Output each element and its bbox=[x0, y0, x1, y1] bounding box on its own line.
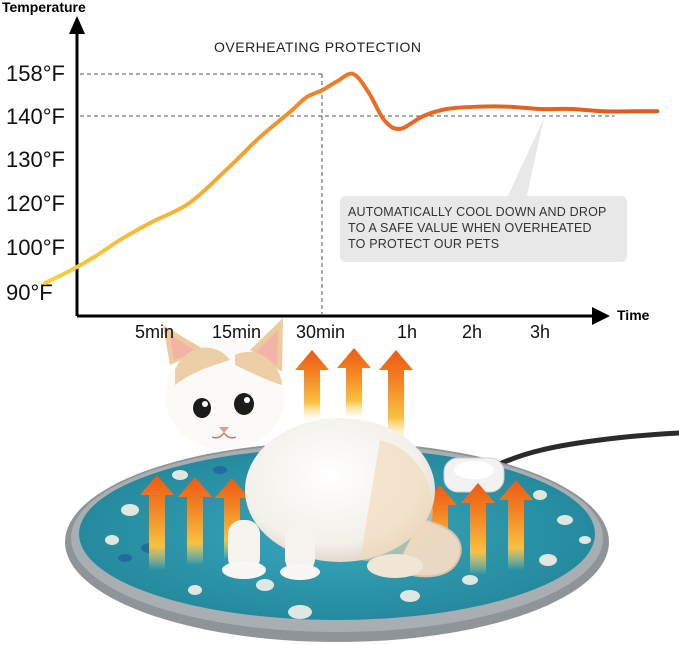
x-tick-label-3h: 3h bbox=[530, 322, 550, 342]
y-tick-labels: 90°F 100°F 120°F 130°F 140°F 158°F bbox=[6, 61, 65, 305]
heat-arrow-icon bbox=[337, 348, 371, 418]
x-tick-label-30min: 30min bbox=[296, 322, 345, 342]
y-tick-label-158: 158°F bbox=[6, 61, 65, 86]
chart-title: OVERHEATING PROTECTION bbox=[214, 39, 422, 55]
callout-pointer bbox=[506, 118, 544, 200]
x-tick-label-1h: 1h bbox=[397, 322, 417, 342]
paw-print-icon bbox=[557, 515, 573, 525]
paw-print-icon bbox=[118, 554, 132, 562]
x-tick-label-15min: 15min bbox=[212, 322, 261, 342]
callout-line-1: AUTOMATICALLY COOL DOWN AND DROP bbox=[348, 205, 607, 219]
heat-arrow-icon bbox=[379, 350, 413, 440]
y-tick-label-120: 120°F bbox=[6, 191, 65, 216]
y-tick-label-130: 130°F bbox=[6, 147, 65, 172]
paw-print-icon bbox=[188, 585, 202, 595]
paw-print-icon bbox=[288, 605, 312, 619]
callout-box bbox=[340, 196, 627, 262]
callout-line-2: TO A SAFE VALUE WHEN OVERHEATED bbox=[348, 221, 592, 235]
paw-print-icon bbox=[533, 490, 547, 500]
y-tick-label-140: 140°F bbox=[6, 104, 65, 129]
x-tick-labels: 5min 15min 30min 1h 2h 3h bbox=[135, 322, 550, 342]
reference-lines bbox=[80, 73, 615, 314]
x-tick-label-5min: 5min bbox=[135, 322, 174, 342]
y-tick-label-100: 100°F bbox=[6, 235, 65, 260]
paw-print-icon bbox=[579, 536, 591, 544]
heat-arrow-icon bbox=[178, 477, 212, 565]
temperature-curve bbox=[43, 71, 660, 285]
heat-arrow-icon bbox=[461, 483, 495, 575]
controller-knob bbox=[443, 457, 505, 493]
x-axis-arrow-icon bbox=[592, 307, 610, 325]
power-cord bbox=[485, 430, 679, 473]
callout-line-3: TO PROTECT OUR PETS bbox=[348, 237, 499, 251]
x-tick-label-2h: 2h bbox=[462, 322, 482, 342]
paw-print-icon bbox=[462, 575, 478, 585]
heat-arrow-icon bbox=[215, 478, 249, 560]
paw-print-icon bbox=[539, 554, 557, 566]
paw-print-icon bbox=[256, 579, 274, 591]
paw-prints bbox=[105, 466, 591, 619]
heat-arrow-icon bbox=[499, 480, 533, 570]
paw-print-icon bbox=[172, 470, 188, 480]
callout: AUTOMATICALLY COOL DOWN AND DROP TO A SA… bbox=[340, 118, 627, 262]
y-axis-arrow-icon bbox=[69, 16, 85, 34]
rising-heat-arrows bbox=[295, 348, 413, 440]
y-axis-title: Temperature bbox=[2, 0, 86, 15]
paw-print-icon bbox=[105, 535, 119, 545]
x-axis-title: Time bbox=[617, 307, 650, 323]
heat-arrow-icon bbox=[140, 475, 174, 570]
paw-print-icon bbox=[400, 590, 420, 602]
kitten-illustration bbox=[163, 318, 462, 580]
heat-arrow-icon bbox=[295, 350, 329, 420]
paw-print-icon bbox=[121, 504, 139, 516]
paw-print-icon bbox=[213, 466, 227, 474]
heated-mat-illustration bbox=[65, 318, 679, 642]
